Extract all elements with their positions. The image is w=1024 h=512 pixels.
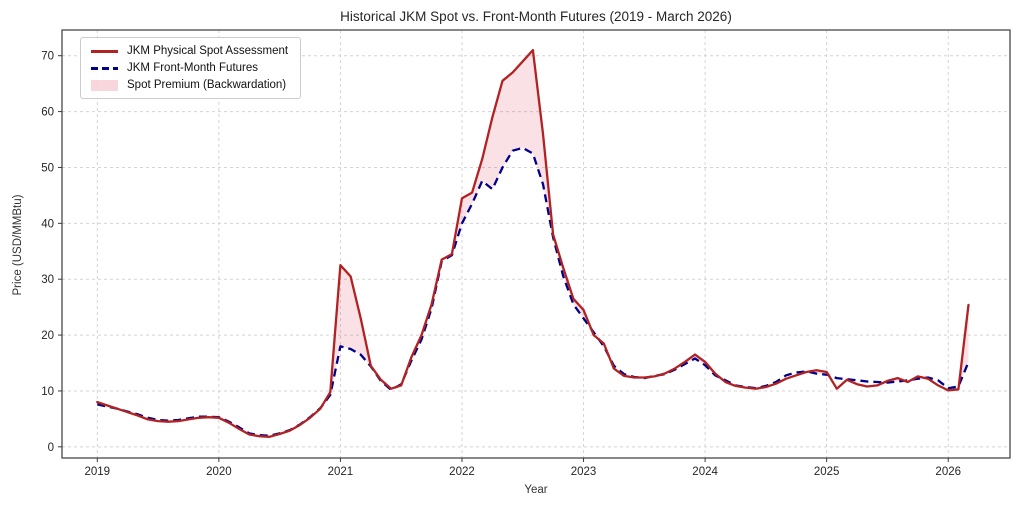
y-tick-label: 70 xyxy=(41,51,54,63)
y-tick-label: 0 xyxy=(48,442,54,454)
x-tick-label: 2020 xyxy=(206,466,232,478)
y-tick-label: 50 xyxy=(41,162,54,174)
y-axis-label: Price (USD/MMBtu) xyxy=(12,194,24,296)
spot-line-swatch-icon xyxy=(91,49,118,53)
x-tick-label: 2022 xyxy=(449,466,475,478)
y-tick-label: 40 xyxy=(41,218,54,230)
legend-item-spot: JKM Physical Spot Assessment xyxy=(91,45,288,57)
chart-title: Historical JKM Spot vs. Front-Month Futu… xyxy=(340,9,732,24)
y-tick-label: 60 xyxy=(41,107,54,119)
y-tick-label: 10 xyxy=(41,386,54,398)
x-tick-label: 2024 xyxy=(692,466,718,478)
legend-label-backwardation: Spot Premium (Backwardation) xyxy=(127,79,287,91)
y-tick-label: 30 xyxy=(41,274,54,286)
y-tick-label: 20 xyxy=(41,330,54,342)
legend-label-spot: JKM Physical Spot Assessment xyxy=(127,45,289,57)
x-tick-label: 2019 xyxy=(85,466,111,478)
futures-line xyxy=(97,146,970,437)
legend-item-futures: JKM Front-Month Futures xyxy=(91,62,288,74)
legend: JKM Physical Spot Assessment JKM Front-M… xyxy=(80,37,302,99)
legend-label-futures: JKM Front-Month Futures xyxy=(127,62,259,74)
backwardation-fill xyxy=(403,50,592,379)
x-tick-label: 2021 xyxy=(328,466,354,478)
x-tick-label: 2023 xyxy=(571,466,597,478)
backwardation-fill-swatch-icon xyxy=(91,79,118,91)
futures-dashed-line-swatch-icon xyxy=(91,66,118,70)
x-tick-label: 2025 xyxy=(814,466,840,478)
legend-item-backwardation: Spot Premium (Backwardation) xyxy=(91,79,288,91)
backwardation-fill xyxy=(321,265,397,406)
x-tick-label: 2026 xyxy=(935,466,961,478)
spot-line xyxy=(96,48,970,438)
plot-border xyxy=(61,29,1011,459)
x-axis-label: Year xyxy=(524,484,548,496)
